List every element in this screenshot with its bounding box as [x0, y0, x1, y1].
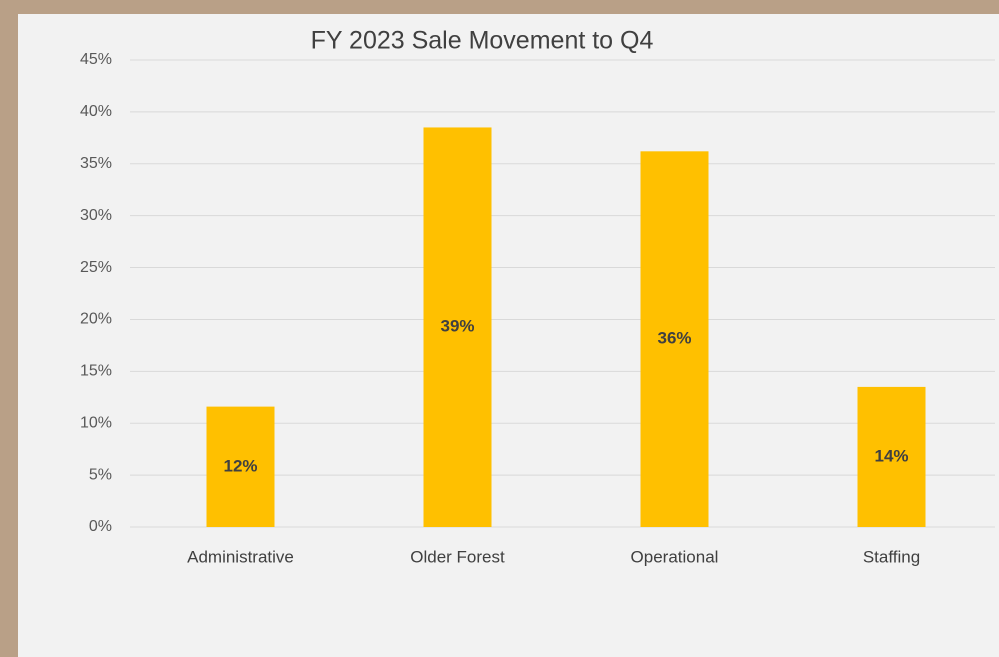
- y-tick-label: 25%: [80, 259, 112, 276]
- y-tick-label: 0%: [89, 518, 112, 535]
- y-tick-label: 30%: [80, 207, 112, 224]
- data-label: 14%: [874, 446, 908, 465]
- x-tick-label: Older Forest: [410, 547, 505, 566]
- bar: [857, 386, 926, 527]
- data-label: 39%: [440, 317, 474, 336]
- bar: [423, 127, 492, 527]
- chart-title: FY 2023 Sale Movement to Q4: [311, 27, 654, 55]
- bar: [206, 406, 275, 527]
- y-tick-label: 20%: [80, 311, 112, 328]
- y-tick-label: 45%: [80, 51, 112, 68]
- y-tick-label: 35%: [80, 155, 112, 172]
- y-tick-label: 40%: [80, 103, 112, 120]
- x-tick-label: Staffing: [863, 547, 920, 566]
- x-tick-label: Administrative: [187, 547, 294, 566]
- x-tick-label: Operational: [631, 547, 719, 566]
- y-tick-label: 10%: [80, 414, 112, 431]
- y-tick-label: 15%: [80, 363, 112, 380]
- data-label: 36%: [657, 329, 691, 348]
- y-tick-label: 5%: [89, 466, 112, 483]
- chart-area: [18, 14, 999, 657]
- bar: [640, 151, 709, 527]
- data-label: 12%: [223, 456, 257, 475]
